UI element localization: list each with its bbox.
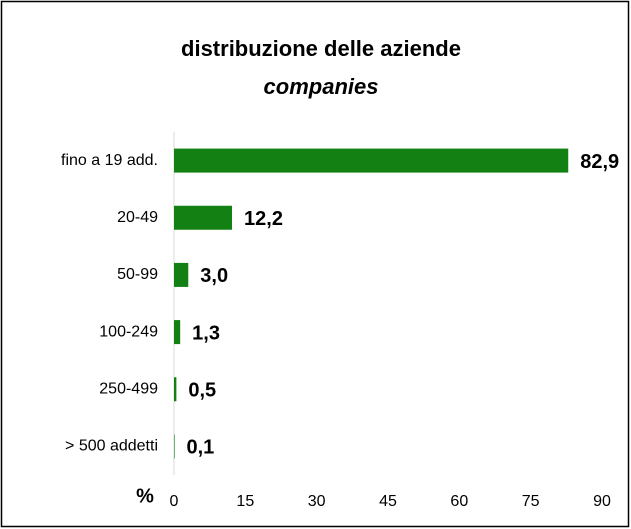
bar <box>174 377 177 402</box>
x-tick-label: 0 <box>170 493 179 510</box>
bar <box>174 262 189 287</box>
data-label: 0,5 <box>188 380 216 402</box>
data-label: 1,3 <box>192 322 220 344</box>
chart-subtitle: companies <box>264 74 379 99</box>
x-tick-label: 45 <box>379 493 397 510</box>
x-tick-label: 75 <box>522 493 540 510</box>
x-tick-label: 30 <box>308 493 326 510</box>
y-tick-label: > 500 addetti <box>65 438 158 455</box>
y-tick-label: 250-499 <box>99 380 158 397</box>
y-tick-label: 50-99 <box>117 266 158 283</box>
chart-title: distribuzione delle aziende <box>181 36 461 61</box>
x-axis-label: % <box>136 485 154 507</box>
x-tick-label: 90 <box>593 493 611 510</box>
bar <box>174 434 175 459</box>
y-tick-label: 20-49 <box>117 209 158 226</box>
x-tick-label: 60 <box>450 493 468 510</box>
x-tick-label: 15 <box>236 493 254 510</box>
bar <box>174 148 569 173</box>
data-label: 12,2 <box>244 208 283 230</box>
bar <box>174 205 233 230</box>
data-label: 3,0 <box>200 265 228 287</box>
y-tick-label: 100-249 <box>99 323 158 340</box>
y-tick-label: fino a 19 add. <box>61 152 158 169</box>
bar <box>174 320 181 345</box>
data-label: 82,9 <box>580 151 619 173</box>
data-label: 0,1 <box>186 437 214 459</box>
